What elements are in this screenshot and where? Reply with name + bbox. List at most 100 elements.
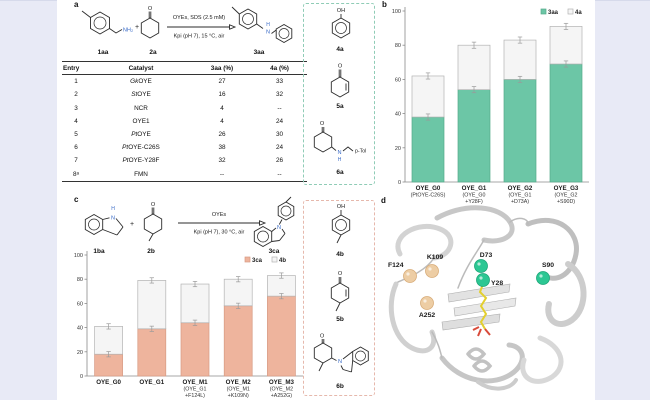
sphere-highlight bbox=[406, 272, 410, 276]
category-label: OYE_M1 bbox=[182, 379, 208, 386]
category-sublabel: +A252G) bbox=[271, 393, 293, 399]
table-row: 2 StOYE 16 32 bbox=[62, 88, 307, 101]
bar-segment-4b bbox=[223, 278, 253, 307]
table-row: 7 PtOYE-Y28F 32 26 bbox=[62, 154, 307, 167]
table-cell: 32 bbox=[275, 91, 284, 99]
category-label: OYE_G1 bbox=[462, 185, 487, 192]
ketone-o-label: O bbox=[320, 121, 325, 127]
bar-segment-3ca bbox=[137, 328, 167, 377]
residue-sphere-Y28 bbox=[476, 273, 490, 287]
amine-nh2-label: NH₂ bbox=[123, 28, 133, 34]
panel-d-label: d bbox=[381, 196, 386, 205]
bar-segment-3aa bbox=[503, 79, 537, 183]
table-cell: 24 bbox=[275, 117, 284, 125]
bar-segment-4a bbox=[411, 75, 445, 118]
bar-segment-4b bbox=[137, 280, 167, 330]
amine-h-label: H bbox=[338, 157, 342, 163]
table-cell: PtOYE-C26S bbox=[122, 144, 160, 152]
table-cell: 16 bbox=[218, 91, 226, 99]
residue-label: S90 bbox=[542, 262, 554, 269]
compound-5b-label: 5b bbox=[336, 316, 344, 323]
compound-3aa-label: 3aa bbox=[254, 49, 265, 56]
compound-2a-structure: O bbox=[140, 6, 160, 39]
table-cell: -- bbox=[192, 167, 252, 182]
table-cell: 4 bbox=[74, 117, 78, 125]
indoline-n-label: N bbox=[111, 216, 115, 222]
ptol-label: p-Tol bbox=[355, 149, 366, 155]
plus-sign: + bbox=[135, 24, 139, 31]
category-sublabel: (PtOYE-C26S) bbox=[411, 193, 446, 199]
compound-2a-label: 2a bbox=[149, 49, 157, 56]
table-cell: 7 bbox=[74, 157, 78, 165]
table-cell: StOYE bbox=[131, 91, 151, 99]
table-cell: 38 bbox=[218, 144, 226, 152]
category-label: OYE_G3 bbox=[554, 185, 579, 192]
conditions-line2: Kpi (pH 7), 30 °C, air bbox=[194, 230, 245, 236]
table-cell: NCR bbox=[134, 104, 148, 112]
panel-c-chart: 0 20 40 60 80 100 OYE_G0 OYE_G1 OYE_M1(OYE_G1+F1… bbox=[74, 251, 303, 399]
bar-segment-4b bbox=[267, 275, 296, 297]
category-sublabel: +S90D) bbox=[557, 199, 575, 205]
residue-sphere-F124 bbox=[403, 269, 417, 283]
residue-sphere-A252 bbox=[420, 296, 434, 310]
axis-tick-label: 0 bbox=[80, 374, 83, 380]
table-cell: 33 bbox=[275, 78, 284, 86]
amine-n-label: N bbox=[337, 150, 341, 156]
table-row: 8ᵃ FMN -- -- bbox=[62, 167, 307, 182]
category-label: OYE_M3 bbox=[269, 379, 295, 386]
legend-label: 3ca bbox=[252, 258, 263, 264]
axis-tick-label: 60 bbox=[395, 77, 401, 83]
bar-segment-4a bbox=[503, 39, 537, 80]
category-sublabel: +D73A) bbox=[511, 199, 529, 205]
table-header: 3aa (%) bbox=[192, 60, 252, 76]
table-cell: 5 bbox=[74, 131, 78, 139]
category-sublabel: (OYE_M1 bbox=[227, 387, 250, 393]
panel-a-label: a bbox=[74, 0, 79, 9]
indoline-n-label: N bbox=[338, 359, 342, 365]
amine-h-label: H bbox=[266, 22, 270, 28]
phenol-oh-label: OH bbox=[337, 8, 345, 14]
byproducts-box-c bbox=[303, 200, 375, 396]
table-cell: 24 bbox=[275, 144, 284, 152]
table-row: 6 PtOYE-C26S 38 24 bbox=[62, 141, 307, 154]
category-label: OYE_G0 bbox=[96, 379, 121, 386]
compound-5a-label: 5a bbox=[336, 103, 344, 110]
table-cell: 4 bbox=[220, 117, 224, 125]
category-sublabel: (OYE_G0 bbox=[463, 193, 486, 199]
bar-segment-4a bbox=[457, 44, 491, 91]
table-cell: GkOYE bbox=[130, 78, 152, 86]
legend-swatch-4b bbox=[271, 256, 278, 263]
category-label: OYE_M2 bbox=[226, 379, 252, 386]
axis-tick-label: 20 bbox=[77, 350, 83, 356]
table-row: 5 PtOYE 26 30 bbox=[62, 128, 307, 141]
compound-4a-label: 4a bbox=[336, 46, 344, 53]
compound-6b-label: 6b bbox=[336, 383, 344, 390]
category-sublabel: +F124L) bbox=[185, 393, 205, 399]
table-cell: OYE1 bbox=[132, 117, 150, 125]
figure-canvas: a b c d NH₂ 1aa + O 2a bbox=[57, 0, 595, 400]
table-row: 4 OYE1 4 24 bbox=[62, 115, 307, 128]
legend-label: 4b bbox=[279, 258, 286, 264]
axis-tick-label: 20 bbox=[395, 146, 401, 152]
amine-n-label: N bbox=[266, 30, 270, 36]
compound-2b-structure: O bbox=[143, 202, 163, 242]
sphere-highlight bbox=[477, 262, 481, 266]
category-sublabel: +K109N) bbox=[228, 393, 249, 399]
reaction-arrow bbox=[167, 24, 237, 30]
protein-structure: F124 K109 D73 Y28 S90 A252 bbox=[388, 205, 587, 391]
reaction-scheme-a: NH₂ 1aa + O 2a OYEs, SDS (2.5 mM) Kpi (p… bbox=[81, 6, 293, 56]
compound-6a-label: 6a bbox=[336, 169, 344, 176]
table-cell: 6 bbox=[74, 144, 78, 152]
panel-c-label: c bbox=[74, 195, 79, 204]
table-cell: 4 bbox=[220, 104, 224, 112]
byproducts-a-structures: OH 4a O 5a O N H p-Tol 6a bbox=[313, 8, 366, 176]
reaction-arrow bbox=[178, 220, 267, 226]
residue-sphere-K109 bbox=[425, 264, 439, 278]
table-header: 4a (%) bbox=[252, 60, 307, 76]
cresol-oh-label: OH bbox=[337, 204, 345, 210]
table-row: 1 GkOYE 27 33 bbox=[62, 75, 307, 89]
ketone-o-label: O bbox=[320, 334, 325, 340]
plus-sign: + bbox=[130, 221, 134, 228]
bar-segment-4b bbox=[94, 326, 123, 355]
